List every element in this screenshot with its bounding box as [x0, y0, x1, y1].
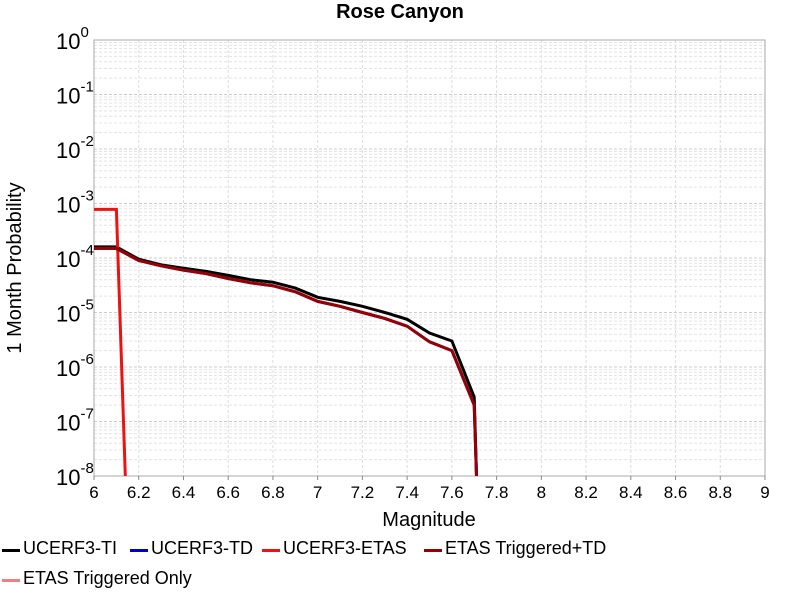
legend-label: UCERF3-TD	[151, 538, 253, 558]
legend-swatch	[2, 549, 20, 552]
legend-swatch	[130, 549, 148, 552]
x-tick-label: 8.4	[619, 483, 643, 502]
y-tick-label: 10-1	[56, 79, 94, 109]
y-tick-label: 10-8	[56, 460, 94, 490]
y-axis-label: 1 Month Probability	[4, 182, 26, 353]
x-tick-label: 6.2	[127, 483, 151, 502]
x-tick-label: 7.4	[395, 483, 419, 502]
x-tick-label: 6	[89, 483, 98, 502]
legend-item: UCERF3-TI	[2, 538, 117, 559]
series-line-3	[94, 246, 478, 477]
plot-area	[93, 39, 766, 477]
chart-title: Rose Canyon	[336, 1, 464, 23]
x-tick-label: 8.6	[664, 483, 688, 502]
legend-label: ETAS Triggered+TD	[445, 538, 607, 558]
x-tick-label: 7	[313, 483, 322, 502]
legend-item: ETAS Triggered Only	[2, 568, 192, 589]
x-tick-label: 6.4	[172, 483, 196, 502]
legend-swatch	[2, 579, 20, 582]
x-tick-label: 6.8	[261, 483, 285, 502]
x-tick-label: 6.6	[216, 483, 240, 502]
y-tick-label: 10-6	[56, 351, 94, 381]
series-line-0	[94, 245, 478, 477]
series-lines	[94, 207, 478, 477]
x-tick-label: 8.2	[574, 483, 598, 502]
y-tick-label: 10-3	[56, 188, 94, 218]
series-line-2	[94, 207, 127, 477]
x-axis-label: Magnitude	[382, 509, 475, 531]
y-tick-label: 10-4	[56, 242, 94, 272]
legend-label: ETAS Triggered Only	[23, 568, 192, 588]
y-tick-label: 100	[56, 24, 89, 54]
series-line-1	[94, 246, 478, 477]
legend-label: UCERF3-TI	[23, 538, 117, 558]
legend-item: ETAS Triggered+TD	[424, 538, 606, 559]
x-tick-label: 7.6	[440, 483, 464, 502]
x-tick-label: 8.8	[708, 483, 732, 502]
y-tick-label: 10-5	[56, 297, 94, 327]
grid	[93, 40, 766, 477]
legend-item: UCERF3-ETAS	[262, 538, 407, 559]
chart: Rose Canyon 6 6.2 6.4 6.6 6.8 7 7.2 7.4 7.6 7.8 8 8…	[4, 1, 770, 531]
x-tick-labels: 6 6.2 6.4 6.6 6.8 7 7.2 7.4 7.6 7.8 8 8.2 8.4 8.6 8.8 9	[89, 476, 770, 502]
legend-item: UCERF3-TD	[130, 538, 253, 559]
y-tick-label: 10-2	[56, 133, 94, 163]
legend: UCERF3-TI UCERF3-TD UCERF3-ETAS ETAS Trigge…	[0, 538, 800, 600]
legend-label: UCERF3-ETAS	[283, 538, 407, 558]
y-tick-labels: 100 10-1 10-2 10-3 10-4 10-5 10-6 10-7 10-8	[56, 24, 94, 490]
x-tick-label: 7.2	[351, 483, 375, 502]
legend-swatch	[424, 549, 442, 552]
x-tick-label: 9	[760, 483, 769, 502]
x-tick-label: 7.8	[485, 483, 509, 502]
y-tick-label: 10-7	[56, 406, 94, 436]
x-tick-label: 8	[537, 483, 546, 502]
legend-swatch	[262, 549, 280, 552]
